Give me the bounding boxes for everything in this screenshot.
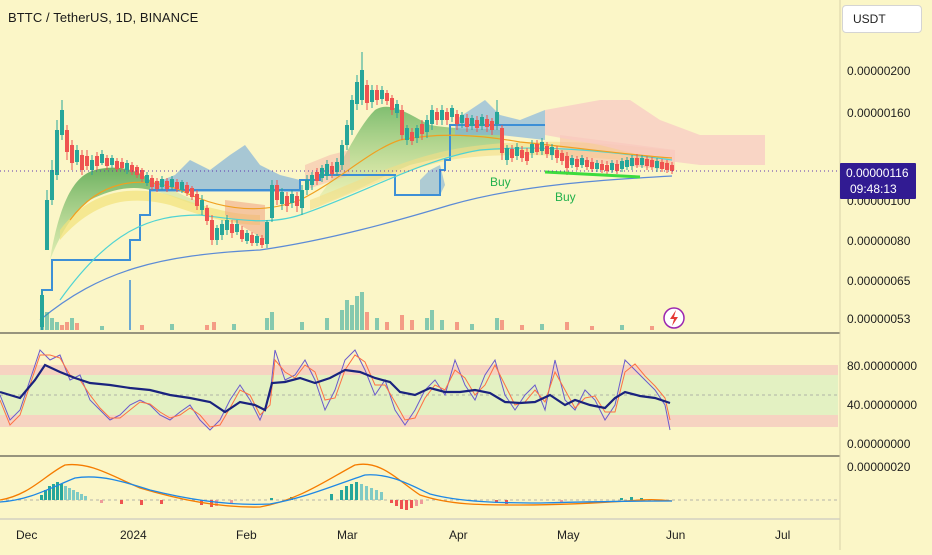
currency-button[interactable]: USDT [842, 5, 922, 33]
price-axis-label: 0.00000160 [847, 106, 911, 120]
stoch-d-line [0, 354, 671, 428]
macd-axis-label: 0.00000020 [847, 460, 911, 474]
price-axis-label: 0.00000053 [847, 312, 911, 326]
macd-histogram [40, 482, 643, 510]
oscillator-axis-label: 0.00000000 [847, 437, 911, 451]
time-axis-label: Apr [449, 528, 468, 542]
macd-signal-line [0, 474, 673, 506]
current-price-tag: 0.00000116 09:48:13 [840, 163, 916, 199]
time-axis-label: Feb [236, 528, 257, 542]
time-axis-label: 2024 [120, 528, 147, 542]
oscillator-axis-label: 80.00000000 [847, 359, 917, 373]
price-candles [40, 52, 674, 330]
time-axis-label: Jul [775, 528, 790, 542]
rsi-line [0, 363, 671, 414]
symbol-title[interactable]: BTTC / TetherUS, 1D, BINANCE [8, 10, 199, 25]
support-trendline [544, 170, 641, 179]
volume-bars [40, 292, 654, 330]
current-price-value: 0.00000116 [846, 166, 909, 180]
ma-long-line [39, 175, 673, 321]
oscillator-axis-label: 40.00000000 [847, 398, 917, 412]
overbought-band [0, 365, 838, 375]
time-axis-label: Jun [666, 528, 685, 542]
time-axis-label: Dec [16, 528, 37, 542]
oversold-band [0, 415, 838, 427]
kijun-line [41, 124, 545, 330]
buy-signal-label-1: Buy [490, 175, 511, 189]
macd-line [0, 463, 673, 508]
lightning-icon[interactable] [663, 307, 685, 329]
buy-signal-label-2: Buy [555, 190, 576, 204]
time-axis-label: Mar [337, 528, 358, 542]
price-axis-label: 0.00000080 [847, 234, 911, 248]
price-axis-label: 0.00000065 [847, 274, 911, 288]
time-axis-label: May [557, 528, 580, 542]
candle-countdown: 09:48:13 [850, 182, 897, 196]
price-axis-label: 0.00000200 [847, 64, 911, 78]
